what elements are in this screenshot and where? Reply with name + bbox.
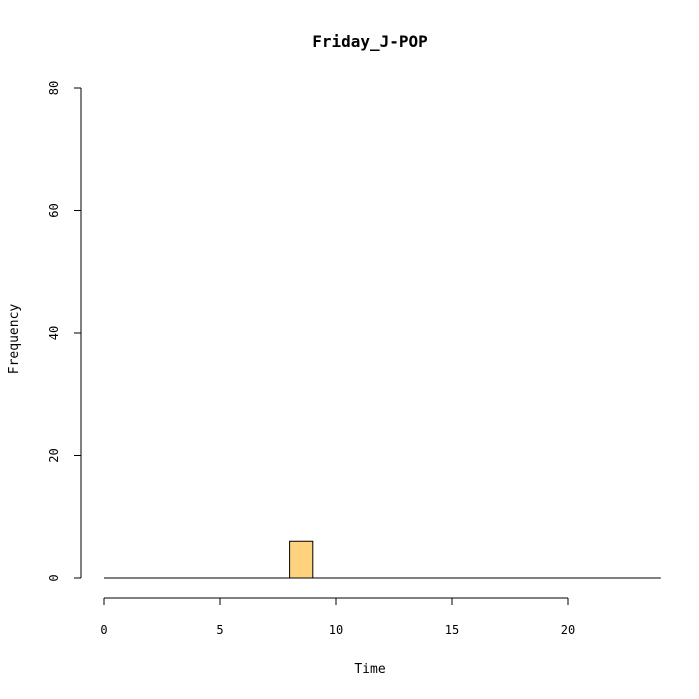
y-tick-label: 80 bbox=[47, 81, 61, 95]
x-axis: 0 5 10 15 20 bbox=[100, 597, 575, 637]
y-axis-label: Frequency bbox=[7, 304, 22, 375]
x-tick-label: 0 bbox=[100, 623, 107, 637]
histogram-bar bbox=[289, 540, 314, 579]
x-tick-label: 15 bbox=[445, 623, 459, 637]
y-axis: 0 20 40 60 80 bbox=[47, 81, 82, 582]
chart-title: Friday_J-POP bbox=[312, 32, 428, 51]
y-tick-label: 40 bbox=[47, 326, 61, 340]
y-tick-label: 60 bbox=[47, 203, 61, 217]
y-tick-label: 0 bbox=[47, 574, 61, 581]
x-axis-label: Time bbox=[354, 662, 385, 677]
x-tick-label: 5 bbox=[216, 623, 223, 637]
x-tick-label: 10 bbox=[329, 623, 343, 637]
y-tick-label: 20 bbox=[47, 448, 61, 462]
bars-group bbox=[104, 540, 661, 579]
x-tick-label: 20 bbox=[561, 623, 575, 637]
